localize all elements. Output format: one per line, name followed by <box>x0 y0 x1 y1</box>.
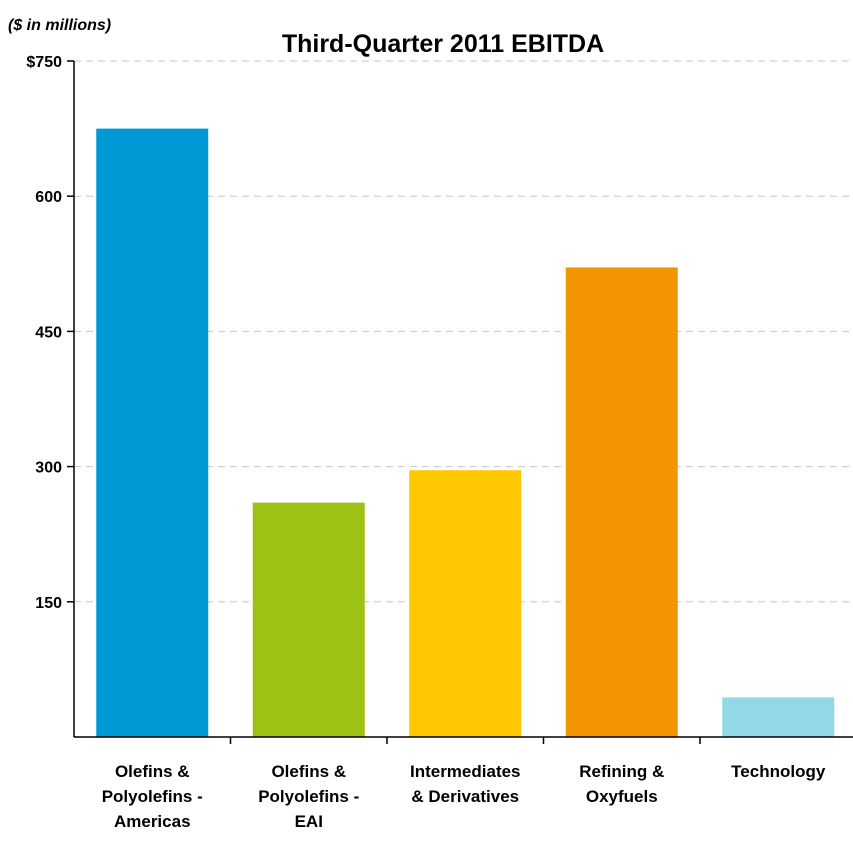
x-tick-label: Olefins & Polyolefins -Americas <box>102 762 203 831</box>
y-tick-label: 600 <box>35 189 62 206</box>
chart-title: Third-Quarter 2011 EBITDA <box>282 30 604 58</box>
y-tick-label: $750 <box>26 54 62 71</box>
bar <box>252 502 365 737</box>
bar <box>409 470 522 737</box>
y-tick-label: 150 <box>35 595 62 612</box>
bar <box>722 697 835 737</box>
y-tick-label: 450 <box>35 324 62 341</box>
units-label: ($ in millions) <box>8 17 111 34</box>
bars <box>96 128 835 738</box>
bar <box>565 267 678 737</box>
x-tick-label: Olefins & Polyolefins -EAI <box>258 762 359 831</box>
y-tick-label: 300 <box>35 460 62 477</box>
x-tick-label: Refining & Oxyfuels <box>579 762 664 806</box>
x-tick-labels: Olefins & Polyolefins -Americas Olefins & P… <box>102 762 826 831</box>
x-tick-label: Technology <box>731 762 826 781</box>
x-tick-label: Intermediates & Derivatives <box>410 762 521 806</box>
bar <box>96 128 209 738</box>
axes <box>67 60 853 744</box>
y-tick-labels: 150 300 450 600 $750 <box>26 54 62 612</box>
